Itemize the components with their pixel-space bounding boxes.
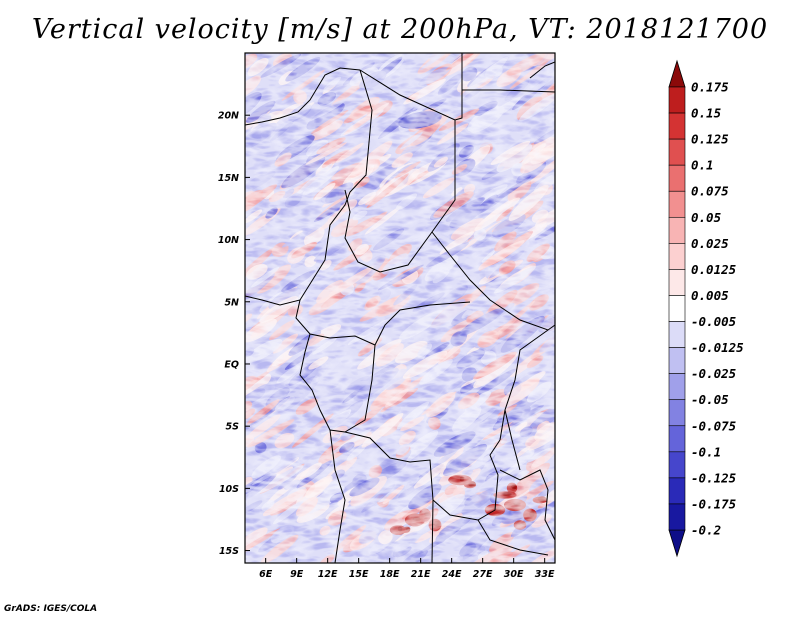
colorbar-label: 0.1 bbox=[691, 158, 714, 173]
border-line bbox=[344, 120, 456, 273]
colorbar-swatch bbox=[668, 425, 686, 453]
colorbar-label: 0.075 bbox=[691, 184, 729, 199]
border-line bbox=[329, 429, 346, 563]
lat-tick-label: 20N bbox=[218, 111, 239, 122]
colorbar-label: -0.025 bbox=[691, 366, 737, 381]
lon-tick-label: 24E bbox=[442, 569, 462, 580]
lat-tick-label: 5S bbox=[226, 422, 240, 433]
lon-tick-label: 21E bbox=[411, 569, 431, 580]
axis-ticks: 20N 15N 10N 5N EQ 5S 10S 15S 6E 9E 12E 15E 18E 21E 24E… bbox=[218, 111, 555, 580]
colorbar-label: 0.0125 bbox=[691, 262, 737, 277]
colorbar-label: -0.175 bbox=[691, 496, 737, 511]
colorbar-label: 0.125 bbox=[691, 132, 729, 147]
border-line bbox=[431, 499, 434, 563]
lon-tick-label: 6E bbox=[259, 569, 273, 580]
colorbar-top-arrow bbox=[668, 59, 686, 88]
colorbar-swatch bbox=[668, 86, 686, 114]
colorbar-swatch bbox=[668, 164, 686, 192]
colorbar-label: 0.05 bbox=[691, 210, 722, 225]
lon-tick-label: 33E bbox=[535, 569, 555, 580]
colorbar: 0.175 0.15 0.125 0.1 0.075 0.05 0.025 0.0125 0.0… bbox=[668, 59, 744, 558]
border-line bbox=[529, 61, 555, 79]
colorbar-swatch bbox=[668, 347, 686, 374]
border-line bbox=[245, 69, 373, 306]
border-line bbox=[499, 469, 555, 541]
lat-tick-label: 10N bbox=[218, 235, 239, 246]
border-line bbox=[374, 301, 471, 346]
lat-tick-label: 10S bbox=[219, 484, 239, 495]
lon-tick-label: 12E bbox=[318, 569, 338, 580]
colorbar-swatch bbox=[668, 399, 686, 427]
colorbar-swatch bbox=[668, 373, 686, 401]
colorbar-swatch bbox=[668, 477, 686, 505]
lon-tick-label: 27E bbox=[473, 569, 493, 580]
lat-tick-label: 15S bbox=[219, 546, 239, 557]
colorbar-swatch bbox=[668, 503, 686, 531]
lon-tick-label: 15E bbox=[349, 569, 369, 580]
colorbar-swatch bbox=[668, 451, 686, 479]
lat-tick-label: 5N bbox=[224, 297, 239, 308]
border-line bbox=[504, 409, 521, 471]
colorbar-swatch bbox=[668, 243, 686, 270]
colorbar-swatch bbox=[668, 269, 686, 296]
colorbar-label: -0.1 bbox=[691, 444, 721, 459]
border-line bbox=[299, 333, 501, 521]
country-borders bbox=[245, 53, 555, 563]
velocity-field bbox=[245, 53, 555, 563]
colorbar-swatch bbox=[668, 216, 686, 244]
colorbar-label: -0.2 bbox=[691, 523, 721, 538]
border-line bbox=[344, 344, 376, 433]
colorbar-label: -0.005 bbox=[691, 314, 737, 329]
lon-tick-label: 9E bbox=[290, 569, 304, 580]
border-line bbox=[295, 299, 376, 346]
lat-tick-label: EQ bbox=[224, 359, 239, 370]
colorbar-label: -0.05 bbox=[691, 392, 729, 407]
colorbar-label: 0.025 bbox=[691, 236, 729, 251]
coastline bbox=[245, 67, 361, 126]
border-line bbox=[499, 329, 549, 441]
colorbar-label: -0.0125 bbox=[691, 340, 744, 355]
colorbar-label: 0.005 bbox=[691, 288, 729, 303]
border-line bbox=[359, 69, 555, 121]
border-line bbox=[477, 519, 549, 556]
colorbar-bottom-arrow bbox=[668, 529, 686, 558]
lat-tick-label: 15N bbox=[218, 173, 239, 184]
colorbar-label: 0.175 bbox=[691, 80, 729, 95]
map-frame bbox=[244, 52, 556, 564]
colorbar-swatch bbox=[668, 112, 686, 140]
colorbar-label: -0.125 bbox=[691, 470, 737, 485]
colorbar-swatch bbox=[668, 190, 686, 218]
colorbar-swatch bbox=[668, 321, 686, 348]
map-title: Vertical velocity [m/s] at 200hPa, VT: 2… bbox=[31, 14, 769, 45]
colorbar-swatch bbox=[668, 138, 686, 166]
lon-tick-label: 18E bbox=[380, 569, 400, 580]
colorbar-label: -0.075 bbox=[691, 418, 737, 433]
colorbar-label: 0.15 bbox=[691, 106, 722, 121]
lon-tick-label: 30E bbox=[504, 569, 524, 580]
software-credit: GrADS: IGES/COLA bbox=[4, 604, 98, 614]
colorbar-swatch bbox=[668, 295, 686, 322]
